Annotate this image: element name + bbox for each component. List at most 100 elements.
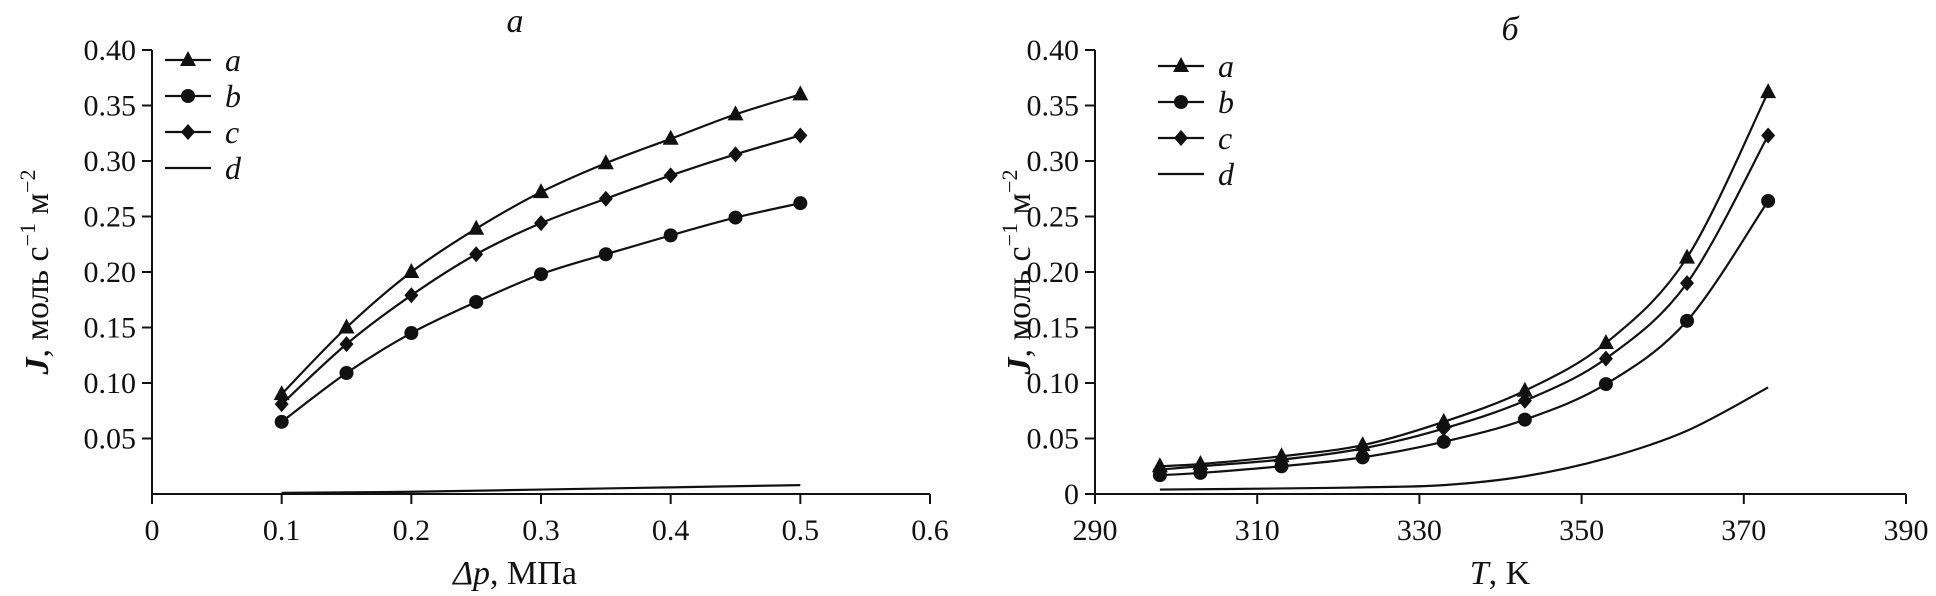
series-d-line xyxy=(1159,386,1769,491)
y-tick-label: 0.15 xyxy=(1027,312,1080,345)
y-axis-label-exp2: −2 xyxy=(15,170,40,193)
legend-item-d: d xyxy=(165,150,242,186)
legend-label: c xyxy=(1218,120,1232,156)
series-a-marker xyxy=(533,183,549,199)
x-axis-label-var: T xyxy=(1470,555,1491,592)
series-b-marker xyxy=(728,210,743,225)
series-a-marker xyxy=(727,105,744,121)
y-tick-label: 0.10 xyxy=(84,367,137,400)
series-b-marker xyxy=(1436,434,1451,449)
series-a-marker xyxy=(1597,334,1614,350)
x-tick-label: 330 xyxy=(1397,514,1442,547)
legend-label: a xyxy=(1218,48,1234,84)
series-a xyxy=(273,85,809,401)
x-tick-label: 0.6 xyxy=(911,514,949,547)
series-c-marker xyxy=(1598,350,1613,367)
legend-b-marker xyxy=(181,89,195,103)
y-axis-label-unit: , моль с xyxy=(19,246,56,357)
series-c-marker xyxy=(469,246,484,263)
series-a-marker xyxy=(403,263,420,278)
series-a-marker xyxy=(662,129,679,145)
series-c-marker xyxy=(728,146,743,163)
series-c-marker xyxy=(598,190,613,207)
x-tick-label: 0 xyxy=(145,514,160,547)
series-b-marker xyxy=(1355,450,1370,465)
series-b-marker xyxy=(1680,313,1695,328)
legend-item-b: b xyxy=(165,78,241,114)
series-b-marker xyxy=(339,366,354,381)
series-a-marker xyxy=(1435,412,1452,428)
y-tick-label: 0.10 xyxy=(1027,367,1080,400)
legend-label: d xyxy=(225,150,242,186)
series-d xyxy=(1159,386,1769,491)
x-tick-label: 0.3 xyxy=(522,514,560,547)
plot-area xyxy=(1151,83,1777,491)
series-a xyxy=(1151,83,1777,473)
y-tick-label: 0.15 xyxy=(84,312,137,345)
y-tick-label: 0.25 xyxy=(84,201,137,234)
legend-a-marker xyxy=(1173,57,1189,72)
series-b xyxy=(1152,193,1776,483)
series-b-marker xyxy=(663,228,678,243)
series-b-marker xyxy=(404,326,419,341)
series-a-marker xyxy=(1679,248,1696,264)
series-b-line xyxy=(281,202,801,423)
y-axis-label-unit-2: м xyxy=(19,193,56,223)
legend-item-d: d xyxy=(1158,156,1235,192)
y-axis-label-unit: , моль с xyxy=(1001,246,1038,357)
series-c-marker xyxy=(1152,461,1167,478)
x-tick-labels: 290 310 330 350 370 390 xyxy=(1073,514,1929,547)
y-axis-label-var: J xyxy=(19,357,56,376)
series-c xyxy=(1152,127,1776,478)
x-tick-label: 390 xyxy=(1884,514,1929,547)
series-a-line xyxy=(280,93,801,395)
y-tick-label: 0.40 xyxy=(84,34,137,67)
series-b-marker xyxy=(274,414,289,429)
series-c-marker xyxy=(793,127,808,144)
chart-title: a xyxy=(507,3,524,40)
x-axis-label: Δp, МПа xyxy=(451,555,577,592)
series-b-marker xyxy=(1761,193,1776,208)
series-c-marker xyxy=(1274,451,1289,468)
chart-title: б xyxy=(1501,11,1520,48)
y-axis-label-exp1: −1 xyxy=(15,223,40,246)
series-b-marker xyxy=(793,196,808,211)
series-b-marker xyxy=(1598,377,1613,392)
series-c-line xyxy=(1159,134,1770,471)
y-axis-label-unit-2: м xyxy=(1001,193,1038,223)
legend-label: d xyxy=(1218,156,1235,192)
y-tick-labels: 0.05 0.10 0.15 0.20 0.25 0.30 0.35 0.40 xyxy=(84,34,137,456)
y-axis-label-exp1: −1 xyxy=(997,223,1022,246)
series-c-marker xyxy=(1517,392,1532,409)
series-c-marker xyxy=(1680,275,1695,292)
series-c xyxy=(274,127,808,413)
y-tick-label: 0.30 xyxy=(84,145,137,178)
legend-label: b xyxy=(225,78,241,114)
legend-item-b: b xyxy=(1158,84,1234,120)
chart-panel-b: б 0 0.05 0.10 0.15 0.20 0.25 0.30 0.35 0.40 290 3… xyxy=(997,11,1929,592)
series-a-marker xyxy=(1760,83,1777,99)
y-tick-label: 0.20 xyxy=(1027,256,1080,289)
legend-c-marker xyxy=(1174,130,1188,146)
x-tick-label: 0.4 xyxy=(652,514,690,547)
y-axis-label-exp2: −2 xyxy=(997,170,1022,193)
y-tick-label: 0.30 xyxy=(1027,145,1080,178)
series-a-marker xyxy=(338,318,355,334)
legend-a-marker xyxy=(180,51,196,66)
x-tick-labels: 0 0.1 0.2 0.3 0.4 0.5 0.6 xyxy=(145,514,949,547)
y-tick-label: 0.05 xyxy=(1027,423,1080,456)
legend-item-c: c xyxy=(1158,120,1232,156)
series-d-line xyxy=(281,484,801,494)
tick-marks xyxy=(142,49,931,504)
series-a-marker xyxy=(273,385,290,401)
legend-b-marker xyxy=(1174,95,1188,109)
series-c-marker xyxy=(1436,420,1451,437)
x-tick-label: 0.5 xyxy=(782,514,820,547)
legend-label: b xyxy=(1218,84,1234,120)
legend-label: a xyxy=(225,42,241,78)
x-axis-label-var: Δp xyxy=(451,555,490,592)
x-tick-label: 290 xyxy=(1073,514,1118,547)
legend-c-marker xyxy=(181,124,195,140)
series-b xyxy=(274,196,808,429)
